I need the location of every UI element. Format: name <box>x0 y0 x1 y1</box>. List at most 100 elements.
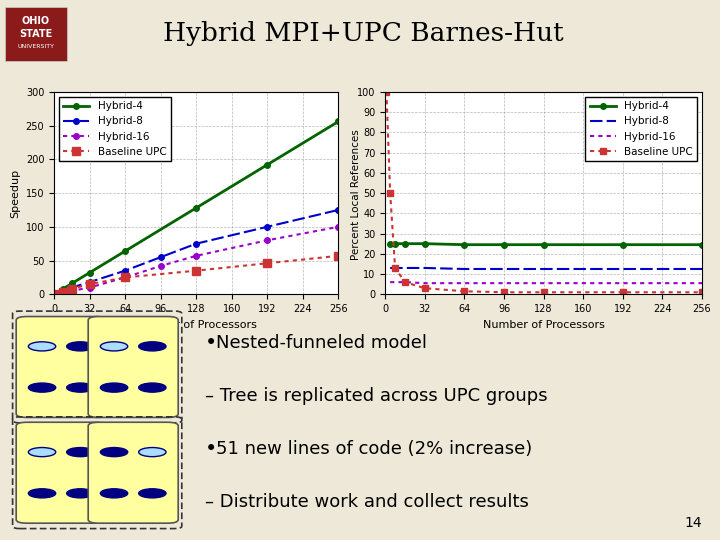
Hybrid-16 <box>460 280 469 286</box>
Hybrid-16 <box>386 279 395 285</box>
Hybrid-4 <box>391 240 400 247</box>
Baseline UPC <box>121 274 130 281</box>
Baseline UPC <box>263 260 271 266</box>
Hybrid-16 <box>192 253 200 259</box>
Text: – Distribute work and collect results: – Distribute work and collect results <box>205 492 529 510</box>
Line: Baseline UPC: Baseline UPC <box>50 252 343 299</box>
Hybrid-16 <box>50 291 58 298</box>
Text: 51 new lines of code (2% increase): 51 new lines of code (2% increase) <box>216 440 532 458</box>
Baseline UPC <box>698 289 706 295</box>
Hybrid-16 <box>121 274 130 281</box>
Hybrid-16 <box>391 279 400 285</box>
Circle shape <box>139 342 166 351</box>
Hybrid-16 <box>500 280 508 286</box>
Hybrid-4 <box>50 291 58 298</box>
Hybrid-8 <box>58 288 67 294</box>
Hybrid-8 <box>334 207 343 213</box>
Hybrid-8 <box>460 266 469 272</box>
Circle shape <box>100 342 127 351</box>
Hybrid-16 <box>68 288 76 294</box>
Hybrid-8 <box>50 291 58 298</box>
FancyBboxPatch shape <box>89 316 179 417</box>
Hybrid-4 <box>58 286 67 292</box>
Baseline UPC <box>85 281 94 287</box>
Baseline UPC <box>401 279 410 285</box>
Hybrid-16 <box>618 280 627 286</box>
Circle shape <box>100 489 127 498</box>
Hybrid-4 <box>263 161 271 168</box>
Line: Baseline UPC: Baseline UPC <box>383 89 706 296</box>
Circle shape <box>100 448 127 457</box>
FancyBboxPatch shape <box>17 422 107 523</box>
Baseline UPC <box>192 267 200 274</box>
Circle shape <box>28 448 55 457</box>
Circle shape <box>67 342 94 351</box>
Hybrid-4 <box>618 241 627 248</box>
X-axis label: Number of Processors: Number of Processors <box>135 320 257 329</box>
FancyBboxPatch shape <box>89 422 179 523</box>
Legend: Hybrid-4, Hybrid-8, Hybrid-16, Baseline UPC: Hybrid-4, Hybrid-8, Hybrid-16, Baseline … <box>59 97 171 161</box>
FancyBboxPatch shape <box>5 6 67 61</box>
Hybrid-8 <box>68 284 76 291</box>
Hybrid-8 <box>263 224 271 230</box>
Baseline UPC <box>68 286 76 292</box>
Hybrid-16 <box>263 237 271 244</box>
Baseline UPC <box>420 285 429 292</box>
Baseline UPC <box>334 253 343 259</box>
Text: Percent Local References: Percent Local References <box>351 129 361 260</box>
Hybrid-4 <box>401 240 410 247</box>
Hybrid-4 <box>121 248 130 254</box>
Baseline UPC <box>391 265 400 271</box>
Baseline UPC <box>382 89 391 95</box>
Circle shape <box>139 448 166 457</box>
Text: Nested-funneled model: Nested-funneled model <box>216 334 427 352</box>
Text: UNIVERSITY: UNIVERSITY <box>17 44 55 49</box>
X-axis label: Number of Processors: Number of Processors <box>482 320 605 329</box>
Text: •: • <box>205 438 217 458</box>
Circle shape <box>139 383 166 392</box>
Line: Hybrid-16: Hybrid-16 <box>390 282 702 283</box>
Line: Hybrid-8: Hybrid-8 <box>390 268 702 269</box>
Circle shape <box>67 448 94 457</box>
Line: Hybrid-8: Hybrid-8 <box>51 207 341 297</box>
Baseline UPC <box>618 289 627 295</box>
Hybrid-8 <box>539 266 548 272</box>
Hybrid-4 <box>192 205 200 211</box>
Circle shape <box>28 383 55 392</box>
Hybrid-8 <box>156 254 165 260</box>
Hybrid-8 <box>391 265 400 271</box>
Hybrid-8 <box>500 266 508 272</box>
Baseline UPC <box>539 289 548 295</box>
Circle shape <box>67 383 94 392</box>
Circle shape <box>100 383 127 392</box>
Hybrid-4 <box>334 118 343 125</box>
Circle shape <box>28 489 55 498</box>
Text: – Tree is replicated across UPC groups: – Tree is replicated across UPC groups <box>205 387 548 405</box>
Hybrid-8 <box>192 240 200 247</box>
Text: 14: 14 <box>685 516 702 530</box>
Hybrid-16 <box>420 280 429 286</box>
Hybrid-8 <box>401 265 410 271</box>
Hybrid-16 <box>698 280 706 286</box>
Text: OHIO: OHIO <box>22 16 50 26</box>
Line: Hybrid-16: Hybrid-16 <box>51 224 341 297</box>
Baseline UPC <box>500 289 508 295</box>
Text: •: • <box>205 333 217 353</box>
Hybrid-16 <box>401 279 410 285</box>
Hybrid-16 <box>334 224 343 230</box>
Baseline UPC <box>386 190 395 196</box>
FancyBboxPatch shape <box>17 316 107 417</box>
Text: STATE: STATE <box>19 29 53 39</box>
Baseline UPC <box>58 288 67 295</box>
Text: Hybrid MPI+UPC Barnes-Hut: Hybrid MPI+UPC Barnes-Hut <box>163 21 564 46</box>
Baseline UPC <box>460 288 469 294</box>
Circle shape <box>67 489 94 498</box>
Hybrid-16 <box>156 262 165 269</box>
Hybrid-8 <box>698 266 706 272</box>
Hybrid-4 <box>500 241 508 248</box>
Hybrid-16 <box>539 280 548 286</box>
Hybrid-4 <box>85 269 94 276</box>
Hybrid-4 <box>420 240 429 247</box>
Circle shape <box>28 342 55 351</box>
Hybrid-8 <box>420 265 429 271</box>
